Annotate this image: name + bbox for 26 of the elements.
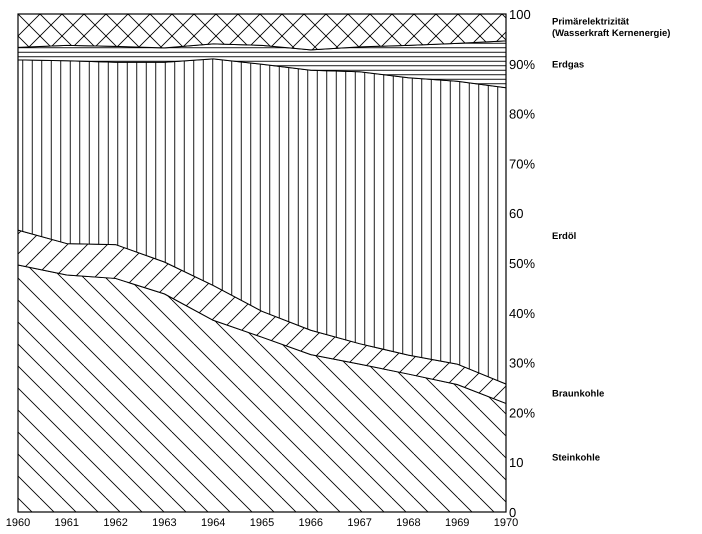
y-tick-label: 20%: [509, 405, 536, 420]
x-tick-label: 1965: [250, 517, 274, 529]
y-tick-label: 30%: [509, 356, 536, 371]
text: Braunkohle: [552, 388, 604, 400]
y-tick-label: 10: [509, 455, 524, 470]
text: Primärelektrizität (Wasserkraft Kernenergie): [552, 16, 670, 40]
x-tick-label: 1969: [444, 517, 470, 529]
text: Erdöl: [552, 230, 576, 242]
text: Steinkohle: [552, 452, 600, 464]
x-tick-label: 1960: [6, 517, 30, 529]
y-tick-label: 80%: [509, 106, 536, 122]
x-tick-label: 1963: [152, 517, 177, 529]
x-tick-label: 1967: [347, 517, 372, 529]
y-tick-label: 40%: [509, 306, 536, 321]
y-tick-label: 90%: [509, 56, 536, 72]
x-tick-label: 1962: [103, 517, 128, 529]
y-tick-label: 70%: [509, 156, 536, 172]
x-tick-label: 1964: [200, 517, 226, 529]
text: Erdgas: [552, 59, 584, 70]
x-tick-label: 1961: [54, 517, 80, 529]
y-tick-label: 60: [509, 206, 524, 222]
y-tick-label: 50%: [509, 256, 536, 271]
y-tick-label: 100: [509, 7, 531, 22]
x-tick-label: 1966: [298, 517, 324, 529]
x-tick-label: 1970: [494, 517, 518, 529]
x-tick-label: 1968: [396, 517, 421, 529]
